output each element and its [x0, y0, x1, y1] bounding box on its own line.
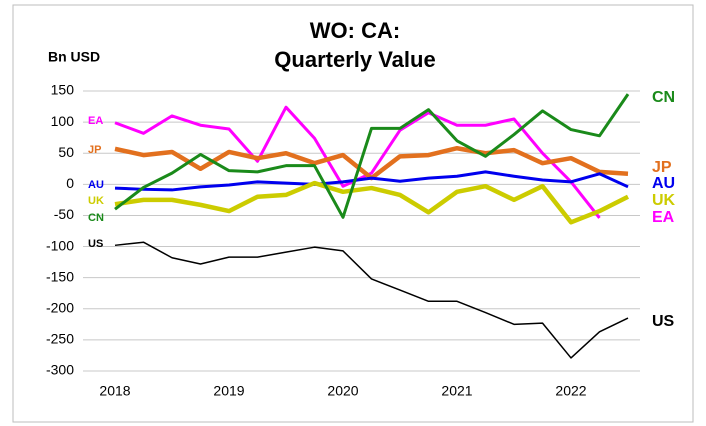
series-line	[114, 170, 629, 192]
series-label-right: EA	[652, 209, 675, 226]
series-label-left: EA	[88, 115, 103, 127]
series-label-left: UK	[88, 195, 104, 207]
x-tick-label: 2018	[99, 383, 130, 399]
y-tick-label: -100	[46, 237, 74, 253]
series-label-right: UK	[652, 192, 676, 209]
y-tick-label: -200	[46, 299, 74, 315]
series-label-left: US	[88, 238, 103, 250]
series-label-left: CN	[88, 212, 104, 224]
y-tick-label: -300	[46, 362, 74, 378]
chart-title: WO: CA:	[310, 18, 400, 43]
series-label-right: US	[652, 313, 675, 330]
series-line	[114, 241, 629, 359]
series-label-right: AU	[652, 175, 675, 192]
y-tick-label: 100	[51, 113, 75, 129]
y-tick-label: 0	[66, 175, 74, 191]
y-axis-label: Bn USD	[48, 49, 100, 65]
series-label-right: CN	[652, 89, 675, 106]
y-tick-label: -250	[46, 331, 74, 347]
x-tick-label: 2020	[327, 383, 358, 399]
series-line	[114, 180, 630, 225]
series-label-left: JP	[88, 144, 101, 156]
y-tick-label: -50	[54, 206, 74, 222]
chart-frame	[12, 4, 694, 423]
chart-title: Quarterly Value	[274, 47, 435, 72]
series-label-right: JP	[652, 159, 672, 176]
y-tick-label: -150	[46, 268, 74, 284]
y-tick-label: 50	[58, 144, 74, 160]
x-tick-label: 2022	[555, 383, 586, 399]
series-label-left: AU	[88, 179, 104, 191]
series-line	[114, 93, 630, 219]
x-tick-label: 2021	[441, 383, 472, 399]
x-tick-label: 2019	[213, 383, 244, 399]
y-tick-label: 150	[51, 82, 75, 98]
